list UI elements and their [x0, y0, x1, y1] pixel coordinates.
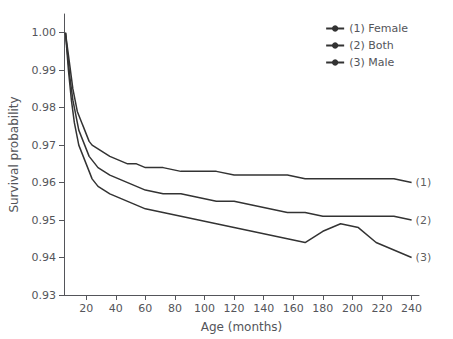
svg-text:(2) Both: (2) Both	[349, 39, 394, 52]
svg-text:Survival probability: Survival probability	[7, 96, 21, 212]
svg-text:1.00: 1.00	[32, 26, 57, 39]
svg-text:240: 240	[401, 302, 422, 315]
svg-text:(2): (2)	[416, 214, 432, 227]
svg-text:(1) Female: (1) Female	[349, 22, 408, 35]
svg-text:140: 140	[253, 302, 274, 315]
svg-text:220: 220	[372, 302, 393, 315]
svg-text:200: 200	[342, 302, 363, 315]
svg-text:60: 60	[138, 302, 152, 315]
svg-text:0.99: 0.99	[32, 64, 57, 77]
svg-text:80: 80	[168, 302, 182, 315]
svg-text:0.95: 0.95	[32, 214, 57, 227]
svg-text:160: 160	[283, 302, 304, 315]
svg-text:(1): (1)	[416, 176, 432, 189]
svg-text:Age (months): Age (months)	[201, 320, 283, 334]
svg-text:100: 100	[194, 302, 215, 315]
svg-text:0.93: 0.93	[32, 289, 57, 302]
svg-text:0.96: 0.96	[32, 176, 57, 189]
svg-text:0.94: 0.94	[32, 251, 57, 264]
svg-text:0.97: 0.97	[32, 139, 57, 152]
svg-text:(3): (3)	[416, 251, 432, 264]
svg-text:(3) Male: (3) Male	[349, 56, 394, 69]
svg-text:40: 40	[109, 302, 123, 315]
svg-text:120: 120	[224, 302, 245, 315]
svg-text:0.98: 0.98	[32, 101, 57, 114]
svg-text:20: 20	[79, 302, 93, 315]
svg-text:180: 180	[312, 302, 333, 315]
